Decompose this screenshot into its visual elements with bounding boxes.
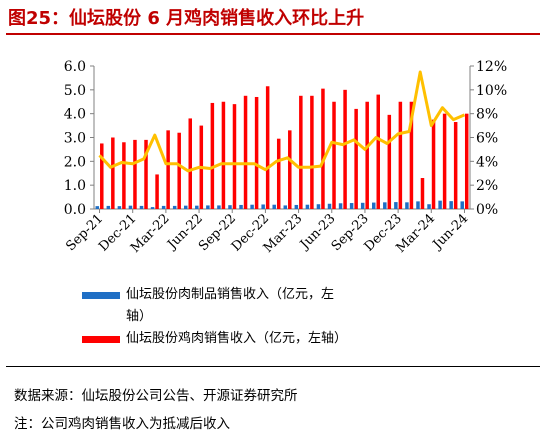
footer-rule bbox=[6, 366, 540, 367]
bar-meat-products bbox=[338, 203, 343, 209]
left-tick-label: 5.0 bbox=[64, 83, 86, 99]
legend-swatch-red bbox=[82, 336, 120, 343]
bar-chicken bbox=[464, 113, 469, 209]
legend-label-meat-products-2: 轴） bbox=[126, 309, 153, 324]
bar-meat-products bbox=[316, 204, 321, 209]
bar-chicken bbox=[409, 101, 414, 209]
bar-meat-products bbox=[372, 202, 376, 209]
right-tick-label: 4% bbox=[476, 154, 498, 170]
footnote: 注：公司鸡肉销售收入为抵减后收入 bbox=[14, 416, 230, 432]
right-tick-label: 10% bbox=[476, 83, 507, 99]
bar-chicken bbox=[221, 101, 226, 209]
bar-chicken bbox=[332, 101, 336, 209]
source-note: 数据来源：仙坛股份公司公告、开源证券研究所 bbox=[14, 388, 298, 404]
bar-chicken bbox=[265, 86, 270, 209]
bar-chicken bbox=[442, 113, 447, 209]
bar-chicken bbox=[276, 138, 281, 209]
bar-meat-products bbox=[217, 205, 221, 209]
bar-chicken bbox=[111, 137, 115, 209]
bar-chicken bbox=[321, 88, 325, 209]
bar-meat-products bbox=[305, 204, 310, 209]
x-tick-label: Jun-24 bbox=[429, 211, 471, 253]
bar-meat-products bbox=[327, 203, 332, 209]
left-tick-label: 0.0 bbox=[64, 202, 86, 218]
bar-chicken bbox=[166, 130, 170, 209]
left-tick-label: 1.0 bbox=[64, 178, 86, 194]
bar-meat-products bbox=[360, 202, 365, 209]
line-series bbox=[98, 70, 466, 173]
bar-chicken bbox=[354, 108, 358, 209]
legend-swatch-blue bbox=[82, 292, 120, 299]
bar-meat-products bbox=[172, 205, 177, 209]
bar-meat-products bbox=[95, 206, 100, 209]
bar-meat-products bbox=[161, 205, 166, 209]
right-tick-label: 12% bbox=[476, 59, 507, 75]
bar-meat-products bbox=[383, 202, 387, 209]
bar-chicken bbox=[431, 119, 436, 209]
legend: 仙坛股份肉制品销售收入（亿元，左 轴） 仙坛股份鸡肉销售收入（亿元，左轴） bbox=[82, 284, 347, 350]
right-tick-label: 6% bbox=[476, 131, 498, 147]
bar-meat-products bbox=[128, 205, 133, 209]
bar-chicken bbox=[155, 174, 159, 209]
bar-chicken bbox=[299, 95, 303, 209]
bar-meat-products bbox=[272, 204, 276, 209]
bar-chicken bbox=[188, 118, 192, 209]
legend-label-chicken: 仙坛股份鸡肉销售收入（亿元，左轴） bbox=[126, 331, 348, 346]
bar-meat-products bbox=[250, 204, 254, 209]
legend-item-meat-products: 仙坛股份肉制品销售收入（亿元，左 轴） bbox=[82, 284, 347, 328]
bar-chicken bbox=[177, 132, 181, 209]
left-tick-label: 3.0 bbox=[64, 131, 86, 147]
bar-chicken bbox=[243, 95, 248, 209]
bar-meat-products bbox=[460, 201, 464, 209]
bar-meat-products bbox=[405, 202, 409, 209]
bar-chicken bbox=[398, 101, 403, 209]
bar-chicken bbox=[133, 139, 137, 209]
bar-chicken bbox=[376, 94, 380, 209]
bar-chicken bbox=[232, 104, 237, 209]
left-tick-label: 4.0 bbox=[64, 107, 86, 123]
bar-chicken bbox=[387, 114, 392, 209]
bar-meat-products bbox=[438, 200, 442, 209]
bar-meat-products bbox=[449, 201, 453, 209]
left-tick-label: 2.0 bbox=[64, 154, 86, 170]
chart: 0.01.02.03.04.05.06.00%2%4%6%8%10%12%Sep… bbox=[63, 59, 507, 256]
bar-meat-products bbox=[195, 205, 199, 209]
legend-label-meat-products-1: 仙坛股份肉制品销售收入（亿元，左 bbox=[126, 287, 335, 302]
bar-meat-products bbox=[283, 205, 288, 209]
right-tick-label: 8% bbox=[476, 107, 498, 123]
bar-meat-products bbox=[294, 204, 299, 209]
bar-meat-products bbox=[117, 206, 122, 209]
bar-chicken bbox=[420, 178, 425, 209]
bar-meat-products bbox=[206, 205, 210, 209]
bar-meat-products bbox=[239, 204, 243, 209]
bar-chicken bbox=[453, 122, 458, 209]
bar-meat-products bbox=[394, 202, 398, 209]
bar-meat-products bbox=[427, 204, 431, 209]
left-tick-label: 6.0 bbox=[64, 59, 86, 75]
legend-item-chicken: 仙坛股份鸡肉销售收入（亿元，左轴） bbox=[82, 328, 347, 350]
bar-meat-products bbox=[106, 205, 111, 209]
bar-meat-products bbox=[416, 201, 420, 209]
right-tick-label: 2% bbox=[476, 178, 498, 194]
bar-chicken bbox=[310, 95, 314, 209]
bar-chicken bbox=[210, 102, 215, 209]
bar-chicken bbox=[144, 139, 148, 209]
bar-meat-products bbox=[349, 203, 354, 209]
bar-chicken bbox=[254, 96, 259, 209]
bar-chicken bbox=[288, 130, 292, 209]
right-tick-label: 0% bbox=[476, 202, 498, 218]
chart-title: 图25：仙坛股份 6 月鸡肉销售收入环比上升 bbox=[8, 8, 365, 29]
bar-meat-products bbox=[150, 207, 155, 209]
bar-chicken bbox=[100, 143, 104, 209]
bar-chicken bbox=[365, 101, 369, 209]
bar-chicken bbox=[343, 89, 347, 209]
title-rule bbox=[6, 33, 540, 35]
bar-meat-products bbox=[261, 204, 265, 209]
bar-chicken bbox=[122, 142, 126, 209]
bar-meat-products bbox=[228, 205, 232, 209]
bar-meat-products bbox=[184, 205, 188, 209]
bar-meat-products bbox=[139, 205, 144, 209]
